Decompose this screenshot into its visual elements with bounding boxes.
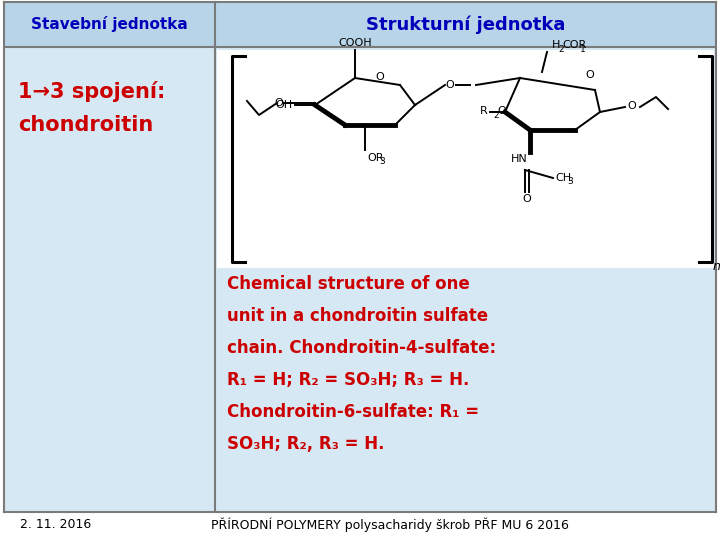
Bar [215, 47, 716, 512]
Text: CH: CH [555, 173, 571, 183]
Text: 3: 3 [379, 157, 384, 166]
Text: H: H [552, 40, 560, 50]
Text: O: O [523, 194, 531, 204]
Text: chondroitin: chondroitin [18, 115, 153, 135]
Text: COR: COR [562, 40, 586, 50]
Text: chain. Chondroitin-4-sulfate:: chain. Chondroitin-4-sulfate: [227, 339, 496, 357]
Text: O: O [497, 106, 505, 116]
Text: HN: HN [511, 154, 528, 164]
Text: Chondroitin-6-sulfate: R₁ =: Chondroitin-6-sulfate: R₁ = [227, 403, 479, 421]
Text: 2: 2 [558, 45, 564, 54]
Text: OR: OR [367, 153, 384, 163]
Bar [4, 2, 215, 47]
Text: 2. 11. 2016: 2. 11. 2016 [20, 518, 91, 531]
Text: SO₃H; R₂, R₃ = H.: SO₃H; R₂, R₃ = H. [227, 435, 384, 453]
Text: Chemical structure of one: Chemical structure of one [227, 275, 469, 293]
Text: R: R [480, 106, 488, 116]
Text: 2: 2 [493, 111, 499, 119]
Text: O: O [446, 80, 454, 90]
Text: 3: 3 [567, 178, 572, 186]
Text: O: O [585, 70, 595, 80]
Text: O: O [375, 72, 384, 83]
Text: 1→3 spojení:: 1→3 spojení: [18, 82, 166, 103]
Text: OH: OH [276, 100, 293, 110]
Bar [217, 50, 714, 268]
Text: R₁ = H; R₂ = SO₃H; R₃ = H.: R₁ = H; R₂ = SO₃H; R₃ = H. [227, 371, 469, 389]
Text: Strukturní jednotka: Strukturní jednotka [366, 15, 565, 33]
Text: Stavební jednotka: Stavební jednotka [31, 17, 188, 32]
Bar [215, 2, 716, 47]
Text: O: O [274, 98, 283, 108]
Text: COOH: COOH [338, 38, 372, 48]
Text: n: n [713, 260, 720, 273]
Bar [4, 47, 215, 512]
Text: PŘÍRODNÍ POLYMERY polysacharidy škrob PŘF MU 6 2016: PŘÍRODNÍ POLYMERY polysacharidy škrob PŘ… [211, 518, 569, 532]
Text: unit in a chondroitin sulfate: unit in a chondroitin sulfate [227, 307, 488, 325]
Text: 1: 1 [580, 45, 586, 54]
Text: O: O [627, 101, 636, 111]
